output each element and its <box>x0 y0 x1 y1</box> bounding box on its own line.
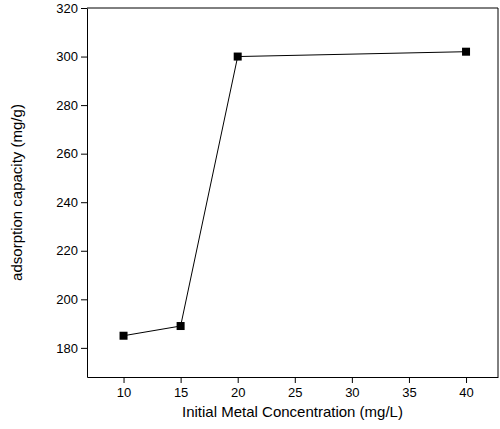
y-tick: 320 <box>56 1 87 16</box>
x-tick-mark <box>238 377 239 383</box>
data-point <box>177 322 185 330</box>
x-tick: 10 <box>117 377 131 400</box>
x-tick-mark <box>124 377 125 383</box>
x-axis-line <box>88 377 499 378</box>
y-tick-mark <box>81 8 87 9</box>
x-axis-title: Initial Metal Concentration (mg/L) <box>182 403 403 420</box>
x-tick-mark <box>352 377 353 383</box>
y-tick-label: 320 <box>56 1 78 16</box>
y-tick-label: 280 <box>56 98 78 113</box>
data-point <box>234 53 242 61</box>
y-tick-label: 200 <box>56 292 78 307</box>
data-point <box>120 332 128 340</box>
y-tick: 260 <box>56 146 87 161</box>
y-tick-mark <box>81 105 87 106</box>
y-tick-label: 240 <box>56 195 78 210</box>
y-axis: 180 200 220 240 260 280 300 320 <box>56 1 87 378</box>
y-tick-mark <box>81 348 87 349</box>
x-tick-label: 30 <box>345 385 359 400</box>
y-tick: 240 <box>56 195 87 210</box>
y-tick: 180 <box>56 341 87 356</box>
y-tick-label: 300 <box>56 49 78 64</box>
x-tick-label: 10 <box>117 385 131 400</box>
y-tick-label: 180 <box>56 341 78 356</box>
x-tick-mark <box>295 377 296 383</box>
y-tick: 300 <box>56 49 87 64</box>
y-tick: 220 <box>56 243 87 258</box>
y-tick: 280 <box>56 98 87 113</box>
y-tick-mark <box>81 299 87 300</box>
y-axis-title: adsorption capacity (mg/g) <box>8 104 25 281</box>
x-tick-label: 35 <box>402 385 416 400</box>
x-tick-label: 20 <box>231 385 245 400</box>
y-tick: 200 <box>56 292 87 307</box>
x-tick: 20 <box>231 377 245 400</box>
x-tick-label: 40 <box>459 385 473 400</box>
plot-frame <box>87 8 498 377</box>
x-tick-label: 15 <box>174 385 188 400</box>
x-tick: 30 <box>345 377 359 400</box>
x-tick-mark <box>181 377 182 383</box>
y-tick-mark <box>81 154 87 155</box>
y-tick-mark <box>81 57 87 58</box>
x-tick-label: 25 <box>288 385 302 400</box>
x-tick: 40 <box>459 377 473 400</box>
data-area <box>120 48 471 340</box>
plot: 10 15 20 25 30 35 40 180 200 220 240 260 280 300 320 <box>56 1 498 400</box>
y-tick-mark <box>81 251 87 252</box>
y-tick-label: 260 <box>56 146 78 161</box>
data-point <box>462 48 470 56</box>
x-tick-mark <box>466 377 467 383</box>
y-tick-mark <box>81 202 87 203</box>
y-axis-line <box>87 9 88 378</box>
x-tick: 35 <box>402 377 416 400</box>
x-tick: 15 <box>174 377 188 400</box>
chart: 10 15 20 25 30 35 40 180 200 220 240 260 280 300 320 In… <box>0 0 500 429</box>
y-tick-label: 220 <box>56 243 78 258</box>
x-tick: 25 <box>288 377 302 400</box>
data-line <box>124 52 467 336</box>
x-tick-mark <box>409 377 410 383</box>
x-axis: 10 15 20 25 30 35 40 <box>88 377 499 400</box>
